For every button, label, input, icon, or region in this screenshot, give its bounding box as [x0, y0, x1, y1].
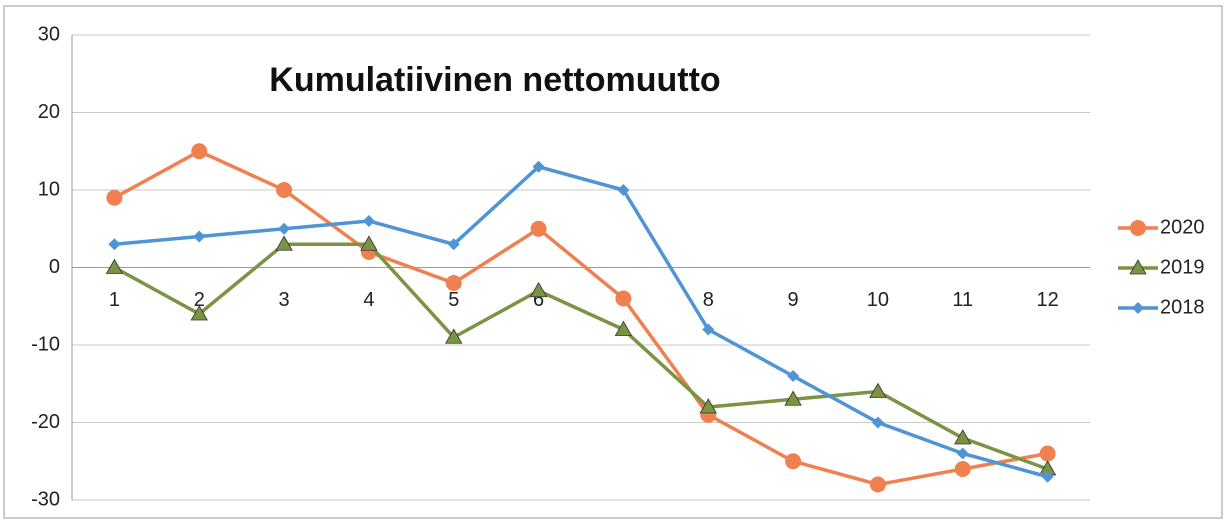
- y-tick-label: -20: [31, 411, 60, 433]
- x-tick-label: 3: [279, 289, 290, 311]
- marker: [787, 370, 800, 382]
- series-line: [114, 164, 1049, 479]
- x-tick-label: 12: [1036, 289, 1058, 311]
- marker: [105, 258, 124, 274]
- chart-frame: [3, 5, 1223, 519]
- marker: [445, 275, 462, 291]
- x-tick-label: 6: [533, 289, 544, 311]
- legend-label: 2019: [1160, 256, 1205, 278]
- chart-title: Kumulatiivinen nettomuutto: [269, 61, 720, 99]
- y-tick-label: 20: [38, 101, 60, 123]
- x-tick-label: 4: [363, 289, 374, 311]
- y-tick-label: -10: [31, 333, 60, 355]
- marker: [190, 305, 208, 321]
- marker: [362, 215, 375, 227]
- marker: [360, 235, 378, 251]
- marker: [869, 382, 887, 398]
- marker: [275, 235, 293, 251]
- x-tick-label: 11: [952, 289, 973, 311]
- marker: [869, 476, 886, 493]
- series-line: [113, 149, 1048, 487]
- x-tick-label: 10: [867, 289, 889, 311]
- marker: [956, 447, 969, 460]
- x-tick-label: 9: [788, 289, 799, 311]
- x-tick-label: 5: [448, 289, 459, 311]
- marker: [193, 230, 206, 243]
- marker: [1041, 470, 1054, 483]
- marker: [785, 453, 802, 470]
- marker: [530, 220, 547, 237]
- marker: [532, 160, 545, 173]
- marker: [1129, 259, 1147, 275]
- y-tick-label: -30: [31, 488, 60, 510]
- marker: [191, 143, 208, 160]
- marker: [108, 238, 121, 251]
- y-tick-label: 30: [38, 23, 60, 45]
- marker: [1039, 445, 1056, 462]
- x-tick-label: 2: [194, 289, 205, 311]
- marker: [871, 416, 884, 429]
- marker: [615, 290, 632, 307]
- marker: [529, 281, 548, 298]
- y-tick-label: 10: [38, 178, 60, 200]
- marker: [614, 320, 633, 336]
- marker: [954, 461, 971, 477]
- marker: [278, 222, 291, 235]
- series-line: [113, 242, 1049, 471]
- marker: [617, 184, 630, 196]
- marker: [699, 398, 717, 414]
- legend-label: 2018: [1160, 296, 1205, 318]
- marker: [106, 189, 123, 206]
- marker: [702, 323, 715, 336]
- marker: [954, 429, 972, 445]
- x-tick-label: 8: [703, 289, 714, 311]
- marker: [784, 390, 802, 406]
- x-tick-label: 1: [109, 289, 120, 311]
- marker: [445, 328, 463, 344]
- marker: [276, 182, 293, 198]
- legend-label: 2020: [1160, 216, 1205, 238]
- marker: [1130, 220, 1146, 236]
- y-tick-label: 0: [49, 256, 60, 278]
- marker: [447, 238, 460, 251]
- marker: [1132, 302, 1144, 314]
